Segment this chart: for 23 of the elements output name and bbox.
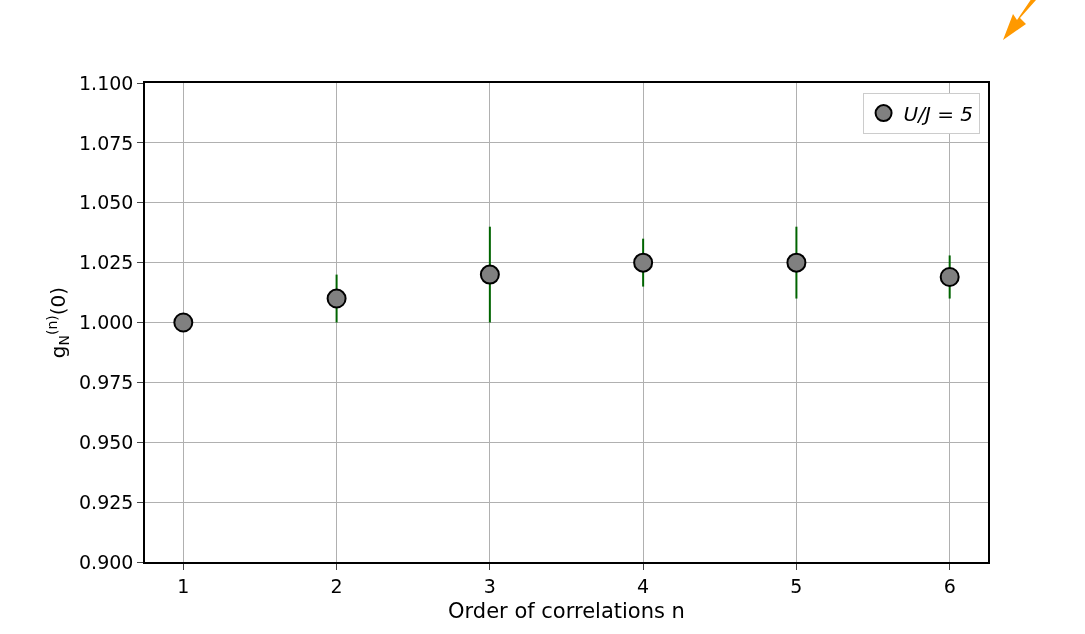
y-tick-label: 1.100 (79, 71, 134, 94)
x-tick-label: 5 (790, 574, 803, 597)
x-tick-label: 1 (177, 574, 190, 597)
legend-label: U/J = 5 (903, 101, 974, 126)
y-tick-label: 0.925 (79, 490, 134, 513)
y-tick-label: 1.050 (79, 191, 134, 214)
y-tick-label: 0.900 (79, 550, 134, 573)
x-tick-label: 3 (483, 574, 496, 597)
x-tick-label: 6 (943, 574, 956, 597)
point (786, 252, 807, 273)
point (633, 252, 654, 273)
y-tick-label: 1.075 (79, 131, 134, 154)
x-tick-label: 4 (637, 574, 650, 597)
x-tick-label: 2 (330, 574, 343, 597)
y-tick-label: 0.975 (79, 371, 134, 394)
point (326, 288, 347, 309)
y-tick-label: 0.950 (79, 430, 134, 453)
x-axis-title: Order of correlations n (448, 599, 685, 624)
y-tick-label: 1.025 (79, 251, 134, 274)
point (479, 264, 500, 285)
y-tick-label: 1.000 (79, 311, 134, 334)
point (939, 267, 960, 287)
point (173, 312, 194, 333)
